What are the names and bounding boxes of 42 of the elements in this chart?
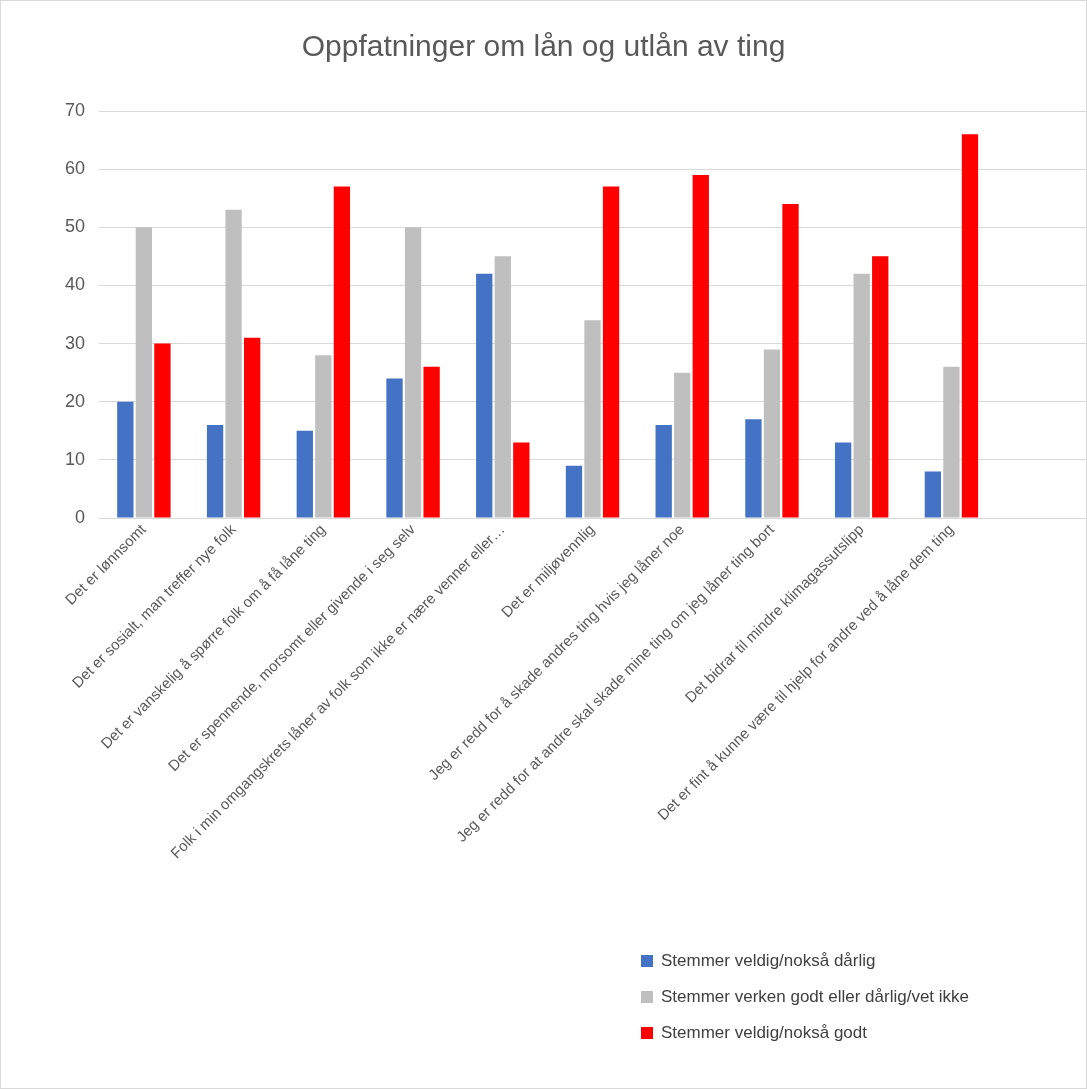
y-tick-label: 50 [64,216,86,237]
bar [924,471,942,518]
bar [315,355,332,518]
bar [872,256,889,518]
bar [602,186,620,518]
bar [782,204,799,518]
bar [423,366,440,518]
bar [692,174,709,518]
chart-title: Oppfatninger om lån og utlån av ting [300,29,787,63]
bar [961,134,979,518]
bar [404,227,422,518]
bar [745,419,762,518]
legend-label: Stemmer verken godt eller dårlig/vet ikke [661,987,970,1007]
bar [117,401,134,518]
bar [476,273,493,518]
bar [494,256,511,518]
bar [135,227,153,518]
bar [655,424,672,518]
bar [943,366,960,518]
legend-label: Stemmer veldig/nokså dårlig [661,951,876,971]
bar [333,186,351,518]
bar [834,442,852,518]
y-tick-label: 70 [64,99,86,120]
y-tick-label: 0 [75,506,86,527]
bar [674,372,691,518]
bar [243,337,261,518]
bar [296,430,313,518]
bar [763,349,781,518]
y-tick-label: 20 [64,390,86,411]
bar [565,465,583,518]
bar [225,209,242,518]
legend-label: Stemmer veldig/nokså godt [661,1023,867,1043]
y-tick-label: 10 [64,448,86,469]
bar [386,378,403,518]
y-tick-label: 30 [64,332,86,353]
y-tick-label: 60 [64,158,86,179]
bar [154,343,171,518]
bar [853,273,870,518]
bar [584,320,601,518]
bar [206,424,224,518]
y-tick-label: 40 [64,274,86,295]
bar [513,442,530,518]
